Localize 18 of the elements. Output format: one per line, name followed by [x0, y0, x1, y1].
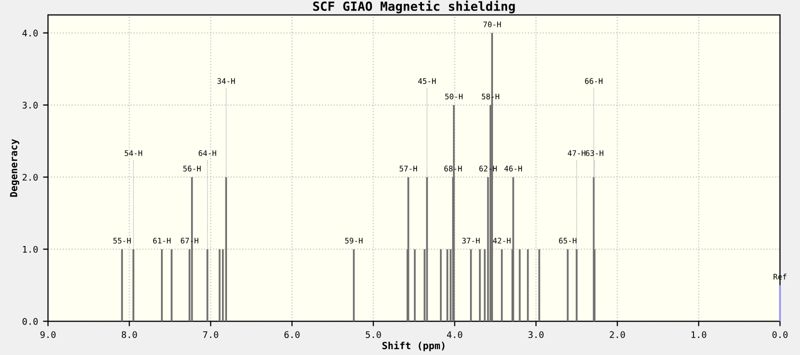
- x-tick-label: 8.0: [122, 331, 137, 338]
- y-tick-label: 1.0: [23, 246, 38, 253]
- x-tick-label: 0.0: [772, 331, 788, 338]
- x-tick-label: 7.0: [203, 331, 218, 338]
- x-tick-label: 1.0: [692, 331, 706, 338]
- y-tick-label: 0.0: [22, 318, 38, 325]
- y-tick-label: 3.0: [22, 102, 38, 109]
- x-tick-label: 4.0: [446, 331, 462, 338]
- x-tick-label: 9.0: [40, 331, 56, 338]
- x-tick-label: 5.0: [366, 331, 381, 338]
- x-tick-label: 3.0: [528, 331, 544, 338]
- x-tick-label: 2.0: [610, 331, 625, 338]
- chart-title: SCF GIAO Magnetic shielding: [313, 0, 515, 14]
- y-tick-label: 2.0: [22, 174, 38, 181]
- y-axis-title: Degeneracy: [10, 139, 20, 197]
- x-axis-title: Shift (ppm): [382, 341, 444, 352]
- x-tick-label: 6.0: [284, 331, 300, 338]
- y-tick-label: 4.0: [22, 30, 38, 37]
